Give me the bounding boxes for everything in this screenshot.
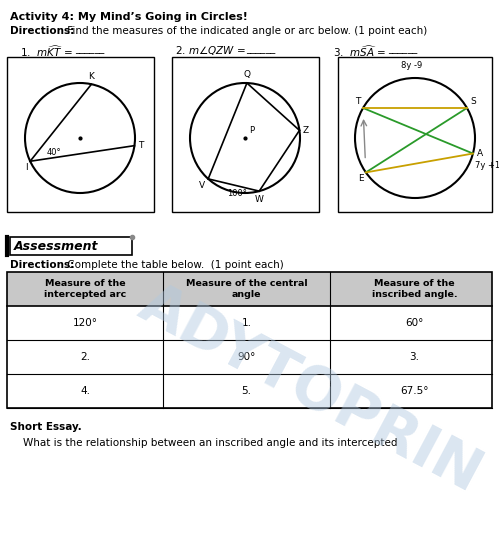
- Text: I: I: [25, 163, 28, 172]
- Text: Measure of the central
angle: Measure of the central angle: [186, 279, 307, 299]
- Text: Measure of the
inscribed angle.: Measure of the inscribed angle.: [372, 279, 457, 299]
- Text: ADYTOPRIN: ADYTOPRIN: [129, 276, 491, 504]
- Text: Short Essay.: Short Essay.: [10, 422, 82, 432]
- Text: 2. $m\angle QZW$ =: 2. $m\angle QZW$ =: [175, 44, 246, 57]
- Text: Directions:: Directions:: [10, 26, 74, 36]
- FancyBboxPatch shape: [7, 57, 154, 212]
- Text: E: E: [358, 174, 364, 184]
- Text: Find the measures of the indicated angle or arc below. (1 point each): Find the measures of the indicated angle…: [64, 26, 427, 36]
- Text: T: T: [138, 141, 144, 150]
- Text: 8y -9: 8y -9: [401, 61, 422, 70]
- Text: 4.: 4.: [80, 386, 90, 396]
- Text: Z: Z: [302, 126, 308, 135]
- Text: K: K: [88, 72, 94, 81]
- Text: ______: ______: [388, 44, 417, 54]
- Text: 67.5°: 67.5°: [400, 386, 429, 396]
- Text: 3.: 3.: [410, 352, 420, 362]
- FancyBboxPatch shape: [10, 237, 132, 255]
- Text: 7y +1: 7y +1: [475, 161, 499, 169]
- Text: P: P: [249, 126, 254, 135]
- Text: 1.: 1.: [242, 318, 251, 328]
- Text: 2.: 2.: [80, 352, 90, 362]
- Text: ______: ______: [75, 44, 104, 54]
- Text: Measure of the
intercepted arc: Measure of the intercepted arc: [44, 279, 126, 299]
- Text: 3.  $m\widehat{SA}$ =: 3. $m\widehat{SA}$ =: [333, 44, 386, 59]
- Text: 90°: 90°: [238, 352, 255, 362]
- Text: 1.  $m\widehat{KT}$ =: 1. $m\widehat{KT}$ =: [20, 44, 73, 59]
- Text: 120°: 120°: [72, 318, 97, 328]
- Text: A: A: [477, 149, 483, 158]
- Text: V: V: [199, 181, 205, 190]
- Text: 40°: 40°: [46, 149, 61, 157]
- Text: T: T: [355, 97, 360, 106]
- Text: Assessment: Assessment: [14, 239, 98, 253]
- Text: Q: Q: [244, 70, 250, 79]
- Text: 100°: 100°: [227, 189, 247, 198]
- Text: Directions:: Directions:: [10, 260, 74, 270]
- FancyBboxPatch shape: [338, 57, 492, 212]
- Text: 60°: 60°: [405, 318, 424, 328]
- Text: Complete the table below.  (1 point each): Complete the table below. (1 point each): [64, 260, 284, 270]
- Text: What is the relationship between an inscribed angle and its intercepted: What is the relationship between an insc…: [10, 438, 398, 448]
- Text: 5.: 5.: [242, 386, 251, 396]
- Text: Activity 4: My Mind’s Going in Circles!: Activity 4: My Mind’s Going in Circles!: [10, 12, 248, 22]
- FancyBboxPatch shape: [7, 272, 492, 306]
- Text: ______: ______: [246, 44, 275, 54]
- Text: S: S: [470, 97, 476, 106]
- Text: W: W: [255, 195, 263, 204]
- FancyBboxPatch shape: [172, 57, 319, 212]
